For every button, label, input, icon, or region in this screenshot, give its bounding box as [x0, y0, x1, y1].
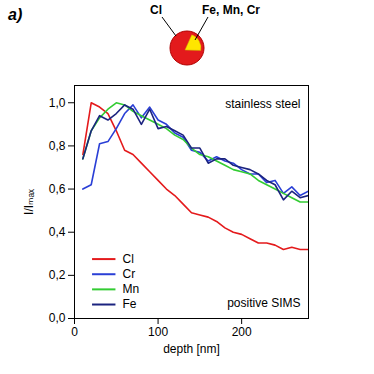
svg-text:100: 100 — [148, 325, 168, 339]
svg-text:a): a) — [8, 6, 22, 23]
svg-text:Fe, Mn, Cr: Fe, Mn, Cr — [202, 3, 260, 17]
svg-text:0,2: 0,2 — [49, 268, 66, 282]
svg-text:stainless steel: stainless steel — [225, 97, 300, 111]
svg-text:1,0: 1,0 — [49, 96, 66, 110]
svg-text:Cr: Cr — [122, 267, 135, 281]
svg-text:Fe: Fe — [122, 297, 136, 311]
svg-text:0,0: 0,0 — [49, 311, 66, 325]
svg-text:0,6: 0,6 — [49, 182, 66, 196]
svg-text:Mn: Mn — [122, 282, 139, 296]
svg-text:depth [nm]: depth [nm] — [163, 342, 220, 356]
svg-text:I/Iₘₐₓ: I/Iₘₐₓ — [22, 189, 36, 215]
svg-text:0,4: 0,4 — [49, 225, 66, 239]
svg-text:0,8: 0,8 — [49, 139, 66, 153]
svg-text:Cl: Cl — [122, 252, 133, 266]
svg-text:Cl: Cl — [150, 3, 162, 17]
svg-text:200: 200 — [232, 325, 252, 339]
svg-text:positive SIMS: positive SIMS — [227, 296, 300, 310]
svg-text:0: 0 — [71, 325, 78, 339]
